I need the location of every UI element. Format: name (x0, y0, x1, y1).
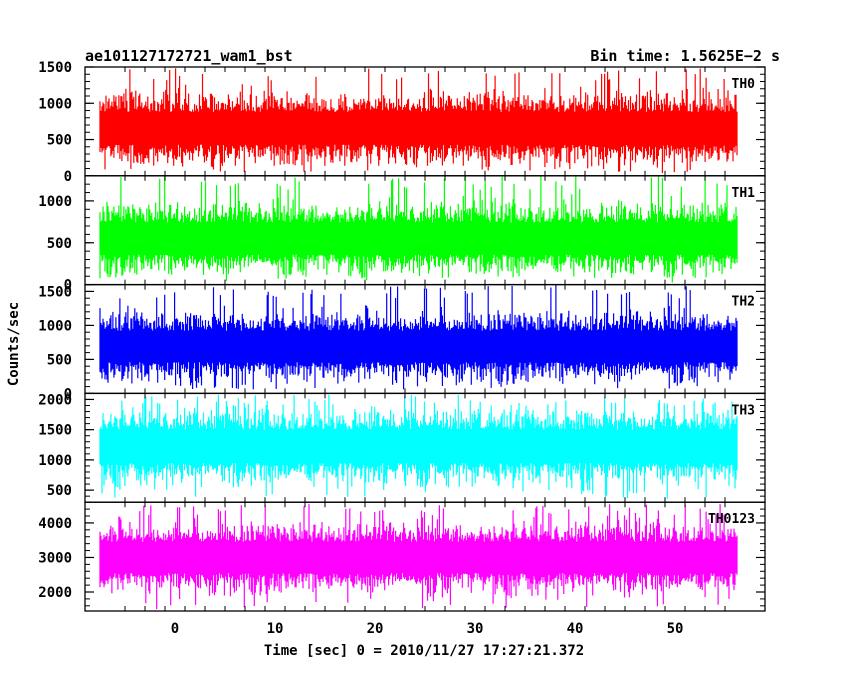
x-tick-label: 40 (567, 621, 584, 637)
y-tick-label: 0 (64, 169, 72, 185)
series-trace-th2 (99, 284, 738, 390)
panel-th1: 0 500 1000 TH1 (38, 175, 766, 294)
y-tick-label: 1000 (38, 453, 72, 469)
series-trace-th0123 (99, 504, 738, 610)
x-tick-label: 30 (467, 621, 484, 637)
channel-label-th0: TH0 (732, 77, 756, 92)
y-axis-label: Counts/sec (6, 302, 22, 386)
x-tick-label: 50 (667, 621, 684, 637)
y-tick-label: 1500 (38, 284, 72, 300)
channel-label-th0123: TH0123 (708, 512, 755, 527)
y-tick-label: 500 (47, 483, 72, 499)
x-tick-label: 20 (367, 621, 384, 637)
series-trace-th0 (99, 68, 738, 173)
y-tick-label: 2000 (38, 585, 72, 601)
y-tick-label: 1500 (38, 423, 72, 439)
y-tick-label: 1500 (38, 60, 72, 76)
y-tick-label: 1000 (38, 194, 72, 210)
channel-label-th1: TH1 (732, 186, 756, 201)
series-trace-th3 (99, 394, 738, 499)
panels-group: 050010001500TH005001000TH1050010001500TH… (38, 60, 766, 637)
y-tick-label: 2000 (38, 392, 72, 408)
panel-th2: 0 500 1000 1500 TH2 (38, 283, 766, 402)
plot-header-left: ae101127172721_wam1_bst (85, 47, 293, 65)
y-tick-label: 3000 (38, 550, 72, 566)
y-tick-label: 0 (64, 386, 72, 402)
panel-th3: 500 1000 1500 2000 TH3 (38, 392, 766, 503)
x-tick-label: 10 (267, 621, 284, 637)
panel-th0: 0 500 1000 1500 TH0 (38, 60, 766, 185)
x-tick-label: 0 (171, 621, 179, 637)
panel-th0123: 2000 3000 4000 TH0123 (38, 501, 766, 612)
y-tick-label: 500 (47, 236, 72, 252)
y-tick-label: 0 (64, 278, 72, 294)
channel-label-th2: TH2 (732, 295, 755, 310)
y-tick-label: 4000 (38, 516, 72, 532)
bin-time-label: Bin time: 1.5625E−2 s (590, 47, 780, 65)
y-tick-label: 1000 (38, 96, 72, 112)
y-tick-label: 500 (47, 352, 72, 368)
y-tick-label: 1000 (38, 318, 72, 334)
x-axis-label: Time [sec] 0 = 2010/11/27 17:27:21.372 (264, 643, 584, 659)
series-trace-th1 (99, 176, 738, 283)
y-tick-label: 500 (47, 133, 72, 149)
channel-label-th3: TH3 (732, 403, 755, 418)
